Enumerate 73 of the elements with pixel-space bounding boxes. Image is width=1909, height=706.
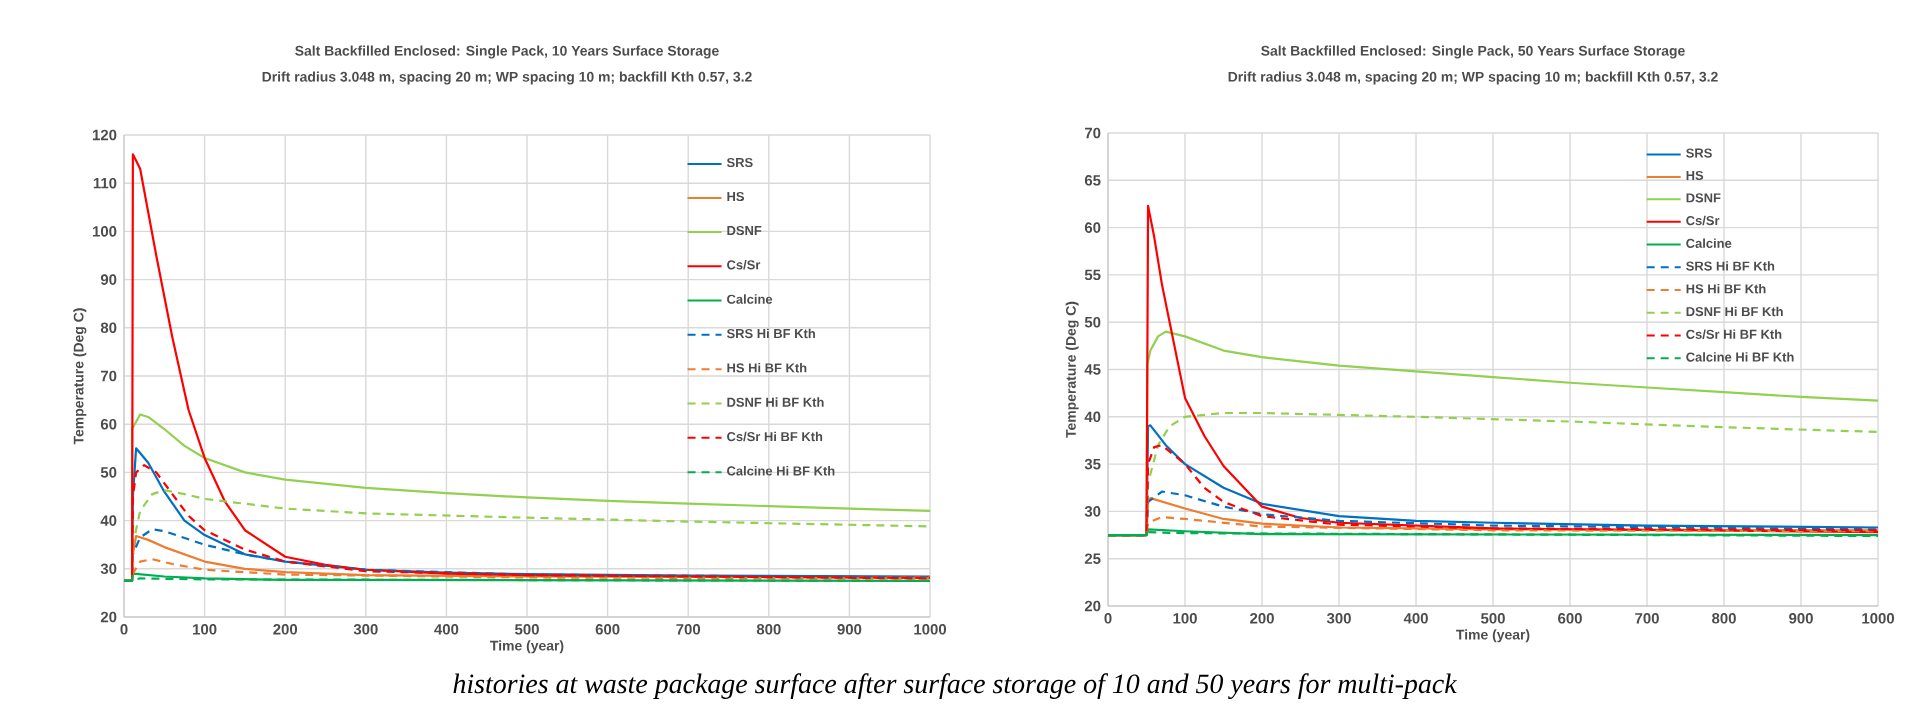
y-axis-title: Temperature (Deg C) bbox=[1065, 301, 1079, 438]
y-tick-label: 100 bbox=[92, 226, 117, 237]
y-tick-label: 80 bbox=[100, 322, 117, 334]
legend-label: SRS bbox=[726, 158, 753, 168]
y-tick-label: 90 bbox=[100, 274, 117, 286]
legend-label: SRS Hi BF Kth bbox=[726, 328, 815, 339]
y-tick-label: 70 bbox=[101, 370, 117, 382]
x-tick-label: 900 bbox=[837, 624, 862, 635]
legend-label: Cs/Sr Hi BF Kth bbox=[1686, 329, 1782, 340]
y-tick-label: 50 bbox=[1084, 317, 1101, 328]
y-tick-label: 20 bbox=[1084, 600, 1101, 612]
chart-subtitle: Drift radius 3.048 m, spacing 20 m; WP spacing 10 m; backfill Kth 0.57, 3.2 bbox=[1228, 71, 1718, 85]
x-tick-label: 800 bbox=[756, 624, 781, 635]
legend-label: SRS Hi BF Kth bbox=[1686, 261, 1775, 271]
y-tick-label: 120 bbox=[92, 129, 117, 141]
chart-subtitle: Drift radius 3.048 m, spacing 20 m; WP spacing 10 m; backfill Kth 0.57, 3.2 bbox=[262, 71, 752, 85]
legend-label: HS Hi BF Kth bbox=[727, 363, 807, 373]
y-tick-label: 45 bbox=[1084, 364, 1101, 375]
y-axis-title: Temperature (Deg C) bbox=[73, 308, 87, 445]
x-tick-label: 400 bbox=[434, 624, 459, 635]
x-tick-label: 0 bbox=[120, 624, 128, 635]
y-tick-label: 40 bbox=[100, 515, 117, 527]
legend-label: DSNF Hi BF Kth bbox=[727, 397, 824, 407]
x-tick-label: 600 bbox=[595, 624, 620, 635]
x-tick-label: 1000 bbox=[1862, 613, 1895, 624]
y-tick-label: 20 bbox=[100, 611, 117, 623]
text: histories at waste package surface after surface storage of 10 and 50 years for multi-pack bbox=[453, 673, 1458, 700]
x-tick-label: 700 bbox=[1635, 613, 1659, 624]
x-tick-label: 200 bbox=[1250, 613, 1274, 624]
x-tick-label: 200 bbox=[273, 624, 298, 635]
y-tick-label: 60 bbox=[1084, 222, 1101, 234]
x-tick-label: 900 bbox=[1789, 613, 1813, 624]
chart-title: Salt Backfilled Enclosed: Single Pack, 50 Years Surface Storage bbox=[1261, 45, 1685, 59]
x-tick-label: 300 bbox=[353, 624, 378, 635]
x-axis-title: Time (year) bbox=[490, 640, 564, 654]
legend-label: DSNF bbox=[727, 226, 762, 236]
x-tick-label: 800 bbox=[1712, 613, 1736, 624]
x-tick-label: 500 bbox=[515, 624, 539, 635]
y-tick-label: 40 bbox=[1084, 411, 1101, 423]
y-tick-label: 50 bbox=[100, 467, 117, 478]
y-tick-label: 65 bbox=[1084, 175, 1101, 186]
legend-label: DSNF bbox=[1686, 193, 1721, 203]
x-tick-label: 600 bbox=[1558, 613, 1582, 624]
legend-label: SRS bbox=[1686, 148, 1712, 158]
y-tick-label: 30 bbox=[1084, 506, 1101, 517]
x-tick-label: 100 bbox=[193, 624, 217, 635]
y-tick-label: 30 bbox=[100, 563, 117, 575]
legend-label: Calcine Hi BF Kth bbox=[1686, 352, 1794, 362]
legend-label: Calcine Hi BF Kth bbox=[727, 466, 835, 476]
x-tick-label: 100 bbox=[1173, 613, 1197, 624]
legend-label: HS Hi BF Kth bbox=[1686, 284, 1766, 294]
y-tick-label: 55 bbox=[1084, 269, 1101, 281]
y-tick-label: 110 bbox=[93, 178, 117, 189]
x-axis-title: Time (year) bbox=[1456, 629, 1530, 643]
y-tick-label: 25 bbox=[1084, 553, 1101, 565]
x-tick-label: 700 bbox=[676, 624, 701, 635]
x-tick-label: 1000 bbox=[914, 624, 947, 635]
y-tick-label: 60 bbox=[100, 419, 117, 430]
legend-label: DSNF Hi BF Kth bbox=[1686, 306, 1783, 317]
legend-label: Cs/Sr Hi BF Kth bbox=[727, 431, 823, 442]
x-tick-label: 0 bbox=[1104, 613, 1112, 624]
legend-label: Calcine bbox=[727, 294, 773, 304]
legend-label: HS bbox=[727, 192, 745, 202]
legend-label: Cs/Sr bbox=[727, 260, 761, 270]
y-tick-label: 70 bbox=[1085, 127, 1101, 139]
y-tick-label: 35 bbox=[1084, 458, 1101, 470]
x-tick-label: 400 bbox=[1403, 613, 1428, 624]
x-tick-label: 300 bbox=[1326, 613, 1351, 624]
x-tick-label: 500 bbox=[1481, 613, 1505, 624]
legend-label: Cs/Sr bbox=[1686, 215, 1720, 226]
chart-title: Salt Backfilled Enclosed: Single Pack, 10 Years Surface Storage bbox=[295, 45, 719, 59]
legend-label: Calcine bbox=[1686, 238, 1732, 249]
legend-label: HS bbox=[1686, 171, 1704, 181]
